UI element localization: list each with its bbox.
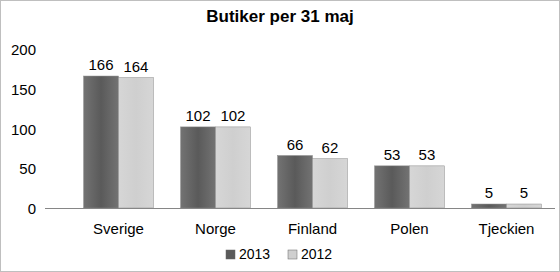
data-label: 164 bbox=[123, 58, 148, 75]
legend-label: 2012 bbox=[301, 246, 332, 262]
data-label: 5 bbox=[520, 184, 528, 201]
data-label: 102 bbox=[220, 107, 245, 124]
bar bbox=[119, 78, 154, 208]
y-tick bbox=[66, 168, 70, 169]
data-label: 5 bbox=[485, 184, 493, 201]
y-tick-label: 50 bbox=[19, 160, 36, 177]
chart-container: Butiker per 31 maj0501001502001661641021… bbox=[0, 0, 560, 272]
x-tick-label: Finland bbox=[288, 220, 337, 237]
legend-swatch bbox=[226, 250, 235, 259]
y-tick-label: 150 bbox=[11, 81, 36, 98]
x-axis-line bbox=[45, 208, 555, 209]
x-tick-label: Tjeckien bbox=[479, 220, 535, 237]
bar bbox=[472, 204, 507, 208]
legend: 2013 2012 bbox=[226, 246, 332, 262]
bar bbox=[181, 127, 216, 208]
legend-swatch bbox=[288, 250, 297, 259]
bars bbox=[84, 76, 542, 208]
y-tick bbox=[66, 128, 70, 129]
data-labels: 166 164 102 102 66 62 53 53 5 5 bbox=[89, 56, 529, 201]
y-tick-label: 0 bbox=[28, 200, 36, 217]
x-tick-label: Norge bbox=[195, 220, 236, 237]
y-tick bbox=[66, 88, 70, 89]
chart-title: Butiker per 31 maj bbox=[206, 7, 353, 26]
data-label: 53 bbox=[419, 146, 436, 163]
bar bbox=[84, 76, 119, 208]
data-label: 166 bbox=[89, 56, 114, 73]
bar bbox=[216, 127, 251, 208]
x-tick-label: Polen bbox=[390, 220, 428, 237]
data-label: 102 bbox=[186, 107, 211, 124]
y-tick-label: 200 bbox=[11, 41, 36, 58]
data-label: 66 bbox=[287, 136, 304, 153]
data-label: 53 bbox=[384, 146, 401, 163]
x-tick-label: Sverige bbox=[93, 220, 144, 237]
bar bbox=[313, 159, 348, 208]
legend-label: 2013 bbox=[239, 246, 270, 262]
bar bbox=[507, 204, 542, 208]
y-tick bbox=[66, 49, 70, 50]
bar bbox=[375, 166, 410, 208]
y-tick-label: 100 bbox=[11, 121, 36, 138]
chart-border bbox=[1, 1, 560, 272]
bar bbox=[410, 166, 445, 208]
bar bbox=[278, 156, 313, 208]
chart-svg: Butiker per 31 maj0501001502001661641021… bbox=[0, 0, 560, 272]
data-label: 62 bbox=[322, 139, 339, 156]
